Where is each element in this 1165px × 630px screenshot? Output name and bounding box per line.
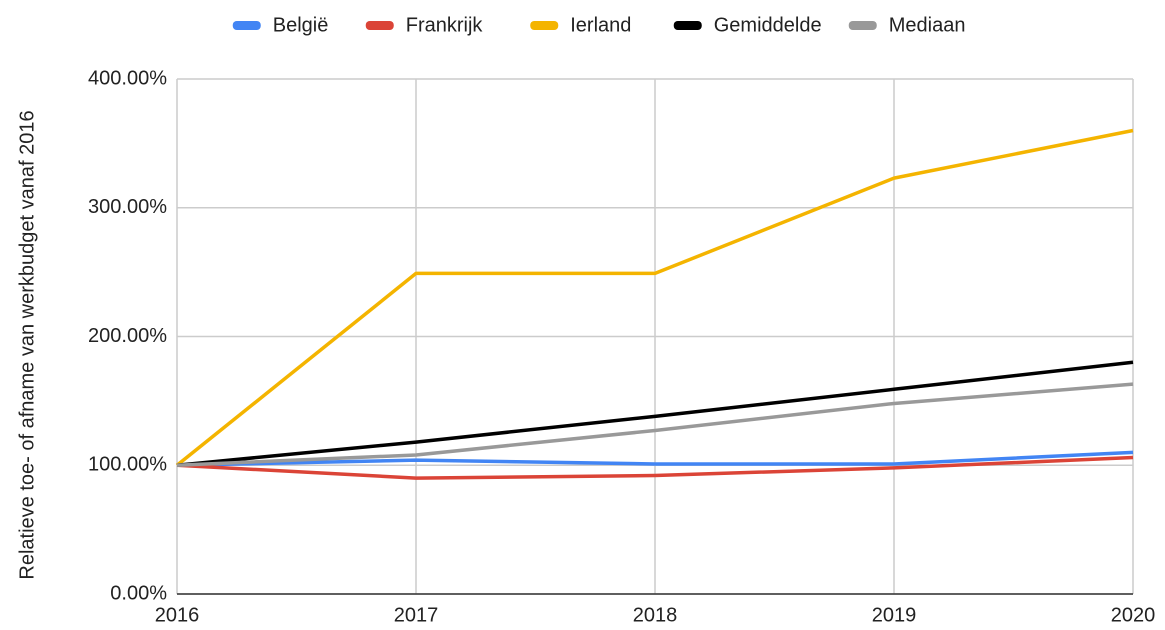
line-series: [175, 128, 1134, 467]
legend-label: Mediaan: [889, 14, 966, 36]
y-tick-label: 400.00%: [88, 67, 167, 89]
line-series: [176, 382, 1134, 467]
x-tick-label: 2016: [155, 604, 200, 626]
x-tick-label: 2020: [1111, 604, 1156, 626]
legend-swatch: [232, 21, 261, 30]
x-tick-label: 2018: [633, 604, 678, 626]
line-series: [176, 455, 1134, 480]
y-tick-label: 0.00%: [110, 582, 167, 604]
legend-label: Gemiddelde: [714, 14, 822, 36]
line-series: [176, 450, 1134, 467]
line-series: [176, 360, 1134, 467]
legend-swatch: [848, 21, 877, 30]
legend-label: Frankrijk: [406, 14, 484, 36]
y-tick-label: 300.00%: [88, 196, 167, 218]
legend-label: Ierland: [570, 14, 631, 36]
legend-swatch: [365, 21, 394, 30]
legend-label: België: [273, 14, 329, 36]
y-tick-label: 200.00%: [88, 325, 167, 347]
y-tick-label: 100.00%: [88, 454, 167, 476]
x-tick-label: 2019: [872, 604, 917, 626]
x-tick-label: 2017: [394, 604, 439, 626]
legend-swatch: [673, 21, 702, 30]
y-axis-label: Relatieve toe- of afname van werkbudget …: [16, 110, 38, 579]
legend-swatch: [530, 21, 559, 30]
